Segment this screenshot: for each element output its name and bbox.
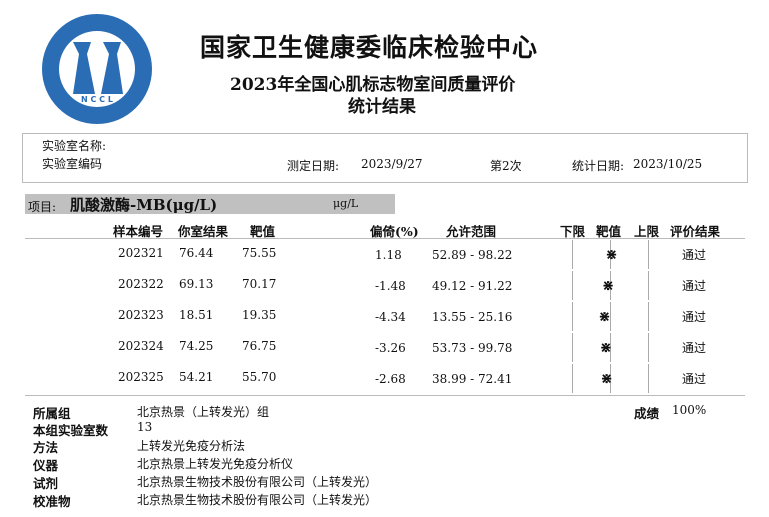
group-value: 北京热景（上转发光）组 — [137, 405, 270, 419]
project-label: 项目: — [28, 200, 57, 214]
nccl-logo: N C C L — [40, 12, 154, 126]
score-label: 成绩 — [634, 406, 660, 421]
evaluation-result: 通过 — [682, 279, 707, 293]
col-upper: 上限 — [634, 224, 660, 239]
your-result: 76.44 — [179, 246, 214, 260]
your-result: 18.51 — [179, 308, 214, 322]
table-bottom-divider — [25, 395, 745, 396]
evaluation-result: 通过 — [682, 341, 707, 355]
upper-limit-line — [648, 302, 649, 331]
calibrator-label: 校准物 — [33, 494, 71, 509]
target-line — [610, 240, 611, 269]
allowed-range: 53.73 - 99.78 — [432, 341, 513, 355]
col-sample-id: 样本编号 — [113, 224, 164, 239]
evaluation-result: 通过 — [682, 310, 707, 324]
col-evaluation: 评价结果 — [670, 224, 721, 239]
report-subtitle: 2023年全国心肌标志物室间质量评价 — [230, 75, 516, 95]
target-line — [610, 333, 611, 362]
sample-id: 202324 — [118, 339, 164, 353]
count-label: 本组实验室数 — [33, 423, 109, 438]
test-date: 2023/9/27 — [361, 157, 423, 171]
lower-limit-line — [572, 333, 573, 362]
sample-id: 202321 — [118, 246, 164, 260]
upper-limit-line — [648, 271, 649, 300]
lower-limit-line — [572, 271, 573, 300]
your-result: 54.21 — [179, 370, 214, 384]
col-lower: 下限 — [560, 224, 586, 239]
target-line — [610, 302, 611, 331]
stat-date-label: 统计日期: — [572, 159, 625, 173]
sample-id: 202322 — [118, 277, 164, 291]
lower-limit-line — [572, 364, 573, 393]
target-value: 19.35 — [242, 308, 277, 322]
your-result: 74.25 — [179, 339, 214, 353]
round: 第2次 — [490, 159, 522, 173]
allowed-range: 49.12 - 91.22 — [432, 279, 513, 293]
svg-text:N C C L: N C C L — [81, 95, 113, 104]
instrument-value: 北京热景上转发光免疫分析仪 — [137, 457, 294, 471]
group-label: 所属组 — [33, 406, 71, 421]
reagent-value: 北京热景生物技术股份有限公司（上转发光） — [137, 475, 378, 489]
reagent-label: 试剂 — [33, 476, 59, 491]
target-value: 75.55 — [242, 246, 277, 260]
lab-code-label: 实验室编码 — [42, 157, 103, 171]
lab-info-box — [22, 133, 748, 183]
project-bar — [25, 194, 395, 214]
evaluation-result: 通过 — [682, 248, 707, 262]
allowed-range: 52.89 - 98.22 — [432, 248, 513, 262]
method-label: 方法 — [33, 440, 59, 455]
score-value: 100% — [672, 403, 707, 417]
allowed-range: 13.55 - 25.16 — [432, 310, 513, 324]
bias-marker-icon: ⋇ — [602, 278, 614, 294]
col-bias: 偏倚(%) — [370, 224, 419, 239]
sample-id: 202323 — [118, 308, 164, 322]
bias-marker-icon: ⋇ — [605, 247, 618, 263]
sample-id: 202325 — [118, 370, 164, 384]
evaluation-result: 通过 — [682, 372, 707, 386]
bias-value: -2.68 — [375, 372, 406, 386]
method-value: 上转发光免疫分析法 — [137, 439, 246, 453]
report-title: 国家卫生健康委临床检验中心 — [200, 33, 539, 62]
stat-date: 2023/10/25 — [633, 157, 703, 171]
bias-marker-icon: ⋇ — [599, 340, 612, 356]
your-result: 69.13 — [179, 277, 214, 291]
upper-limit-line — [648, 364, 649, 393]
allowed-range: 38.99 - 72.41 — [432, 372, 513, 386]
project-name: 肌酸激酶-MB(μg/L) — [70, 196, 218, 214]
test-date-label: 测定日期: — [287, 159, 340, 173]
bias-value: -4.34 — [375, 310, 406, 324]
upper-limit-line — [648, 240, 649, 269]
bias-marker-icon: ⋇ — [598, 309, 611, 325]
bias-value: -3.26 — [375, 341, 406, 355]
project-unit: μg/L — [333, 197, 359, 210]
target-line — [610, 271, 611, 300]
target-value: 76.75 — [242, 339, 277, 353]
report-subtitle-2: 统计结果 — [348, 97, 416, 117]
lab-name-label: 实验室名称: — [42, 139, 107, 153]
lower-limit-line — [572, 240, 573, 269]
col-target: 靶值 — [250, 224, 276, 239]
target-value: 70.17 — [242, 277, 277, 291]
target-line — [610, 364, 611, 393]
header-divider — [25, 238, 745, 239]
bias-value: 1.18 — [375, 248, 402, 262]
instrument-label: 仪器 — [33, 458, 59, 473]
target-value: 55.70 — [242, 370, 277, 384]
bias-value: -1.48 — [375, 279, 406, 293]
count-value: 13 — [137, 420, 153, 434]
col-range: 允许范围 — [446, 224, 497, 239]
bias-marker-icon: ⋇ — [600, 371, 613, 387]
lower-limit-line — [572, 302, 573, 331]
col-target-2: 靶值 — [596, 224, 622, 239]
upper-limit-line — [648, 333, 649, 362]
calibrator-value: 北京热景生物技术股份有限公司（上转发光） — [137, 493, 378, 507]
col-your-result: 你室结果 — [178, 224, 229, 239]
